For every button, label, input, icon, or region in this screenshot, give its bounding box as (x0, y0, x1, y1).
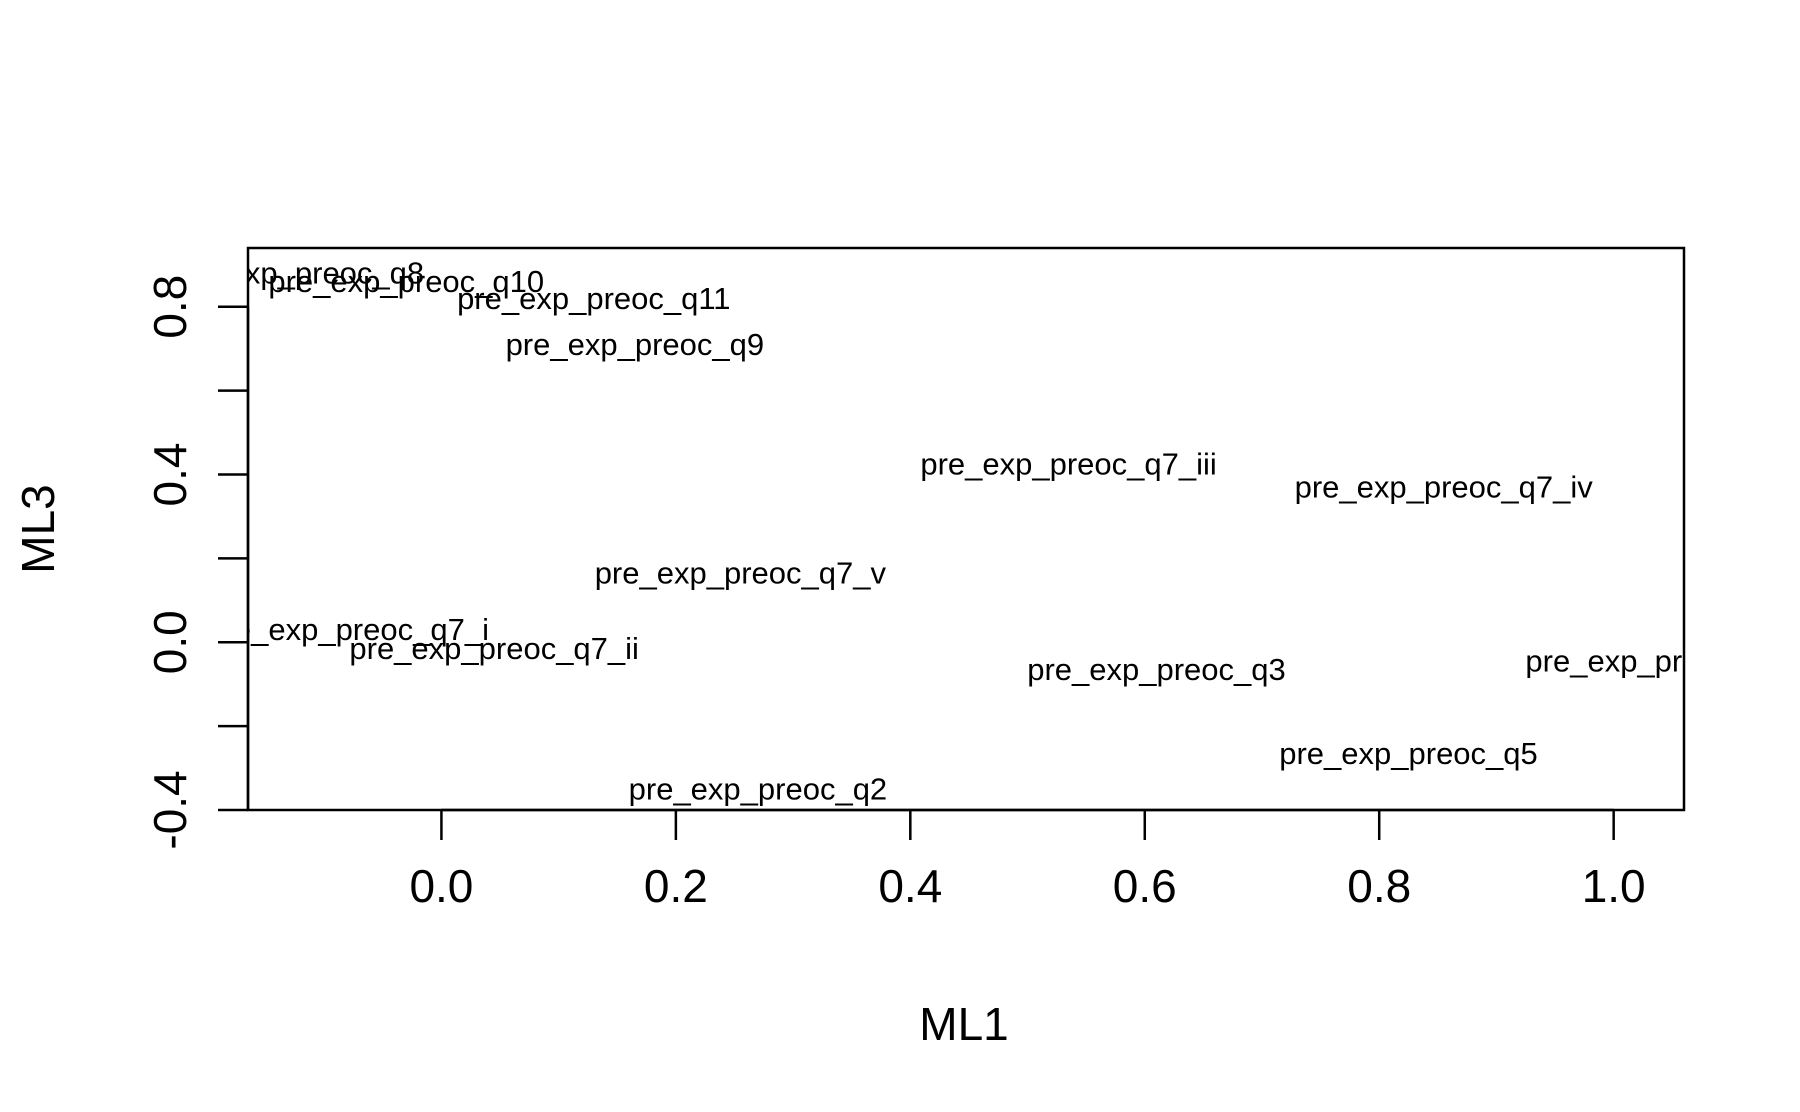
y-tick-label: -0.4 (144, 770, 196, 849)
x-tick-label: 0.0 (409, 860, 473, 912)
x-tick-label: 0.4 (878, 860, 942, 912)
point-label: pre_exp_preoc_q8 (166, 256, 425, 291)
point-label: pre_exp_preoc_q7_i (206, 612, 489, 647)
point-label: pre_exp_preoc_q1 (1525, 644, 1784, 679)
plot-frame (246, 246, 1686, 812)
point-labels: pre_exp_preoc_q8pre_exp_preoc_q10pre_exp… (166, 256, 1784, 807)
y-tick-label: 0.4 (144, 443, 196, 507)
x-axis: 0.0 0.2 0.4 0.6 0.8 1.0 (409, 808, 1646, 912)
x-tick-label: 1.0 (1582, 860, 1646, 912)
y-axis-title: ML3 (12, 484, 64, 573)
y-tick-label: 0.8 (144, 275, 196, 339)
x-tick-label: 0.8 (1347, 860, 1411, 912)
point-label: pre_exp_preoc_q2 (629, 772, 888, 807)
point-label: pre_exp_preoc_q10 (268, 264, 544, 299)
y-tick-label: 0.0 (144, 610, 196, 674)
point-label: pre_exp_preoc_q11 (457, 281, 730, 316)
x-axis-title: ML1 (919, 998, 1008, 1050)
x-tick-label: 0.6 (1113, 860, 1177, 912)
point-label: pre_exp_preoc_q9 (506, 327, 765, 362)
point-label: pre_exp_preoc_q7_iii (920, 446, 1216, 481)
point-label: pre_exp_preoc_q3 (1027, 652, 1286, 687)
x-tick-label: 0.2 (644, 860, 708, 912)
y-axis: -0.4 0.0 0.4 0.8 (144, 275, 250, 850)
point-label: pre_exp_preoc_q7_iv (1295, 470, 1594, 505)
point-label: pre_exp_preoc_q5 (1279, 736, 1538, 771)
point-label: pre_exp_preoc_q7_v (595, 556, 887, 591)
point-label: pre_exp_preoc_q7_ii (349, 631, 639, 666)
